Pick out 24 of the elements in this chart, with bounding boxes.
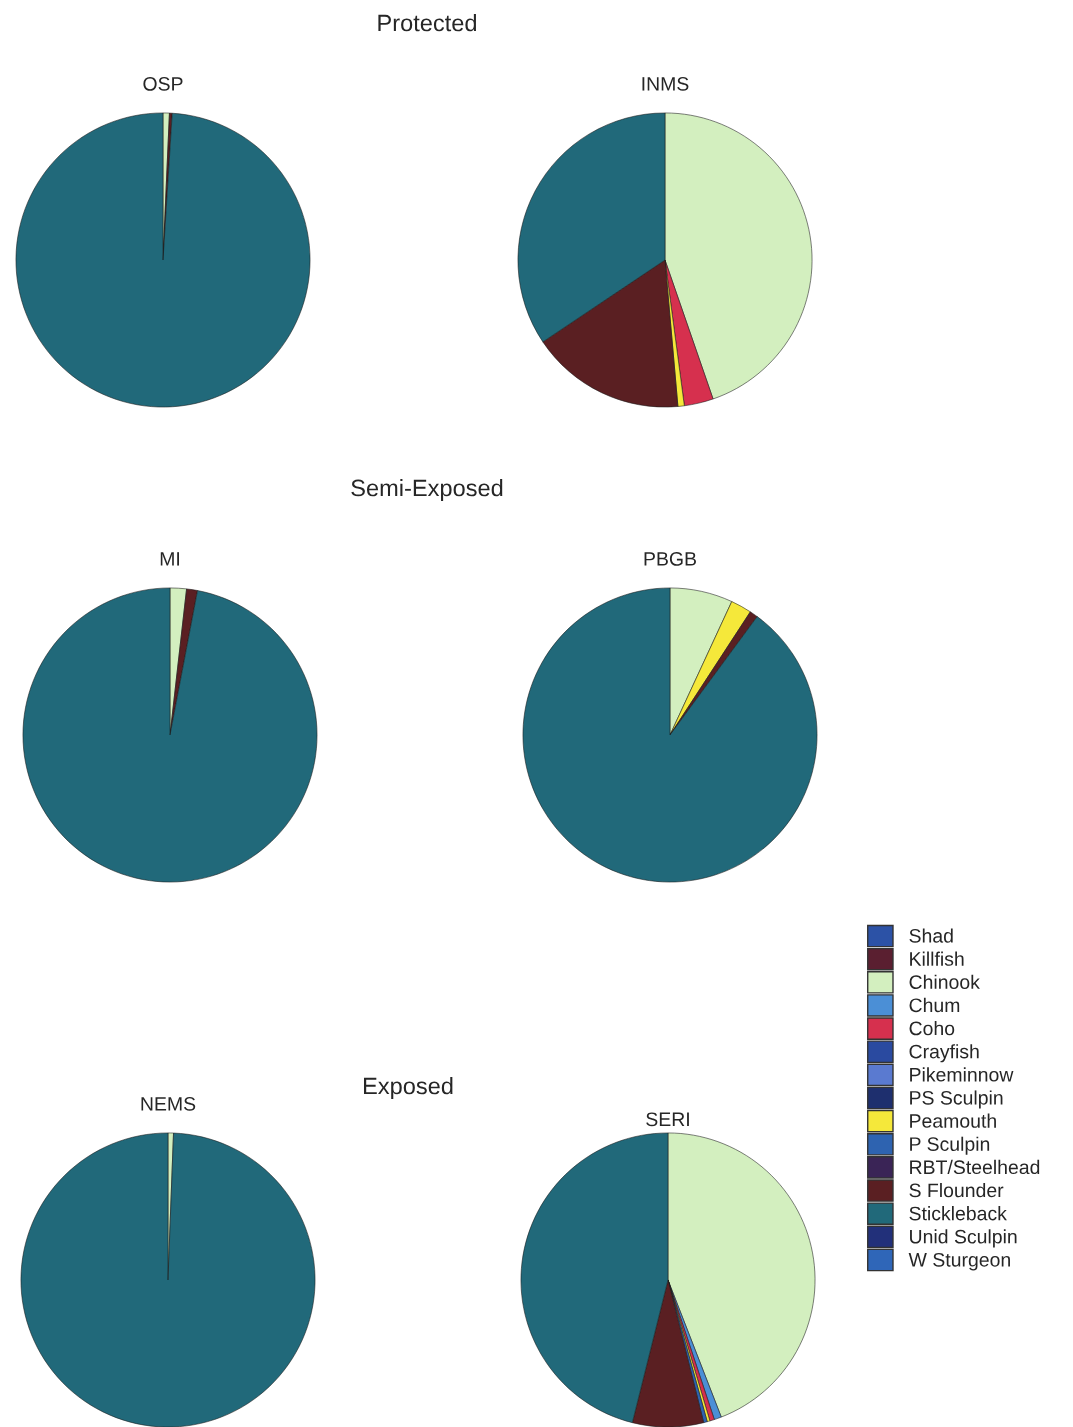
legend-label: RBT/Steelhead bbox=[910, 1159, 1040, 1175]
legend-label: W Sturgeon bbox=[908, 1252, 1010, 1271]
chart-title: INMS bbox=[642, 76, 689, 91]
legend-label: Killfish bbox=[910, 951, 964, 966]
legend-label: S Flounder bbox=[909, 1182, 1004, 1198]
chart-title: PBGB bbox=[644, 551, 696, 566]
chart-title: SERI bbox=[646, 1112, 689, 1127]
legend-label: Unid Sculpin bbox=[910, 1229, 1017, 1248]
legend-label: Stickleback bbox=[909, 1206, 1007, 1221]
legend-label: Shad bbox=[909, 928, 953, 943]
chart-title: OSP bbox=[143, 76, 183, 91]
legend-label: Chum bbox=[909, 997, 960, 1013]
chart-subtitle: Protected bbox=[378, 14, 477, 32]
chart-title: NEMS bbox=[141, 1096, 196, 1111]
legend-label: P Sculpin bbox=[910, 1136, 990, 1155]
legend-label: Coho bbox=[909, 1021, 955, 1036]
text: Exposed bbox=[364, 1076, 453, 1100]
chart-title: MI bbox=[160, 552, 180, 566]
legend-label: PS Sculpin bbox=[910, 1090, 1003, 1109]
legend-label: Pikeminnow bbox=[910, 1067, 1014, 1082]
legend-label: Peamouth bbox=[910, 1113, 996, 1128]
text: Semi-Exposed bbox=[351, 479, 503, 502]
legend-label: Chinook bbox=[909, 974, 980, 990]
legend-label: Crayfish bbox=[909, 1044, 979, 1063]
